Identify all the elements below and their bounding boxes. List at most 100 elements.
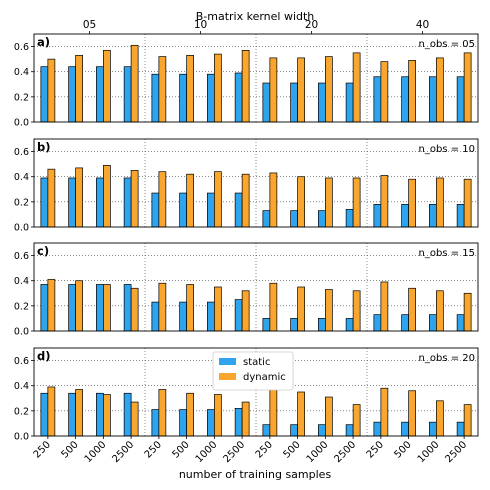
panel-frame	[33, 33, 479, 123]
bar-dynamic	[325, 396, 333, 437]
bar-static	[179, 409, 187, 437]
y-tick-label: 0.2	[14, 406, 29, 417]
bar-static	[373, 421, 382, 437]
x-tick-label: 250	[143, 439, 164, 460]
bar-static	[401, 76, 409, 123]
top-tick-label: 40	[416, 19, 429, 31]
bar-static	[151, 301, 160, 332]
bar-static	[207, 409, 215, 437]
bar-static	[262, 210, 271, 228]
panel-frame	[33, 138, 479, 228]
bar-dynamic	[352, 404, 361, 437]
legend-label-static: static	[243, 357, 270, 368]
bar-static	[456, 314, 465, 332]
bar-static	[40, 66, 49, 123]
bar-static	[151, 192, 160, 228]
bar-static	[179, 192, 187, 228]
bar-dynamic	[297, 176, 305, 228]
bar-static	[290, 82, 298, 123]
bar-static	[345, 318, 354, 332]
bar-static	[96, 392, 104, 437]
bar-static	[179, 73, 187, 123]
bar-static	[290, 210, 298, 228]
bar-dynamic	[352, 177, 361, 228]
panel-annotation: n_obs = 20	[419, 353, 475, 364]
x-tick-label: 1000	[305, 439, 331, 465]
bar-static	[401, 204, 409, 228]
y-tick-label: 0.4	[14, 381, 29, 392]
bar-static	[262, 82, 271, 123]
bar-static	[401, 421, 409, 437]
legend-swatch-static	[219, 358, 236, 365]
bar-dynamic	[241, 401, 250, 437]
bar-static	[429, 314, 437, 332]
bar-static	[123, 392, 132, 437]
panel-label: d)	[37, 349, 51, 363]
panel-frame	[33, 242, 479, 332]
y-tick-label: 0.0	[14, 327, 29, 338]
bar-static	[123, 284, 132, 332]
x-tick-label: 2500	[443, 439, 469, 465]
y-tick-label: 0.4	[14, 67, 29, 78]
panel-label: a)	[37, 35, 50, 49]
bar-dynamic	[241, 49, 250, 123]
bar-static	[207, 192, 215, 228]
bar-dynamic	[103, 49, 111, 123]
bar-dynamic	[408, 287, 416, 332]
panel-frame	[33, 347, 479, 437]
bar-dynamic	[408, 60, 416, 123]
panel-c: 0.0 0.2 0.4 0.6 c) n_obs = 15	[14, 242, 479, 338]
bar-static	[290, 318, 298, 332]
bar-dynamic	[380, 175, 389, 228]
bar-static	[234, 72, 243, 123]
x-tick-label: 500	[59, 439, 80, 460]
bar-dynamic	[103, 394, 111, 437]
bar-dynamic	[380, 387, 389, 437]
bar-dynamic	[325, 289, 333, 332]
x-tick-label: 500	[170, 439, 191, 460]
panel-label: b)	[37, 140, 51, 154]
bar-static	[123, 66, 132, 123]
bar-static	[96, 66, 104, 123]
x-tick-label: 2500	[332, 439, 358, 465]
y-tick-label: 0.6	[14, 42, 29, 53]
bar-static	[123, 177, 132, 228]
panel-b: 0.0 0.2 0.4 0.6 b) n_obs = 10	[14, 138, 479, 234]
bar-static	[96, 284, 104, 332]
bar-static	[456, 76, 465, 123]
bar-static	[345, 82, 354, 123]
bar-dynamic	[47, 386, 56, 437]
bar-static	[68, 66, 76, 123]
y-tick-label: 0.2	[14, 301, 29, 312]
bar-dynamic	[241, 173, 250, 228]
bar-dynamic	[47, 279, 56, 332]
bar-dynamic	[186, 284, 194, 332]
bar-dynamic	[269, 57, 278, 123]
bar-static	[429, 204, 437, 228]
bar-static	[151, 409, 160, 437]
bar-dynamic	[241, 290, 250, 332]
bar-dynamic	[380, 61, 389, 123]
bar-static	[429, 76, 437, 123]
x-tick-label: 2500	[110, 439, 136, 465]
bar-static	[318, 82, 326, 123]
bar-static	[207, 301, 215, 332]
bar-static	[40, 177, 49, 228]
bar-static	[318, 318, 326, 332]
bar-static	[262, 424, 271, 437]
bar-dynamic	[158, 56, 167, 123]
bar-static	[373, 76, 382, 123]
bar-dynamic	[463, 404, 472, 437]
bar-dynamic	[75, 167, 83, 228]
bar-dynamic	[186, 173, 194, 228]
bar-static	[96, 177, 104, 228]
bar-dynamic	[130, 44, 139, 123]
bar-dynamic	[75, 55, 83, 123]
bar-static	[234, 299, 243, 332]
top-axis-label: B-matrix kernel width	[196, 10, 315, 23]
bar-dynamic	[463, 52, 472, 123]
bar-static	[234, 192, 243, 228]
bar-dynamic	[186, 392, 194, 437]
bar-dynamic	[325, 56, 333, 123]
